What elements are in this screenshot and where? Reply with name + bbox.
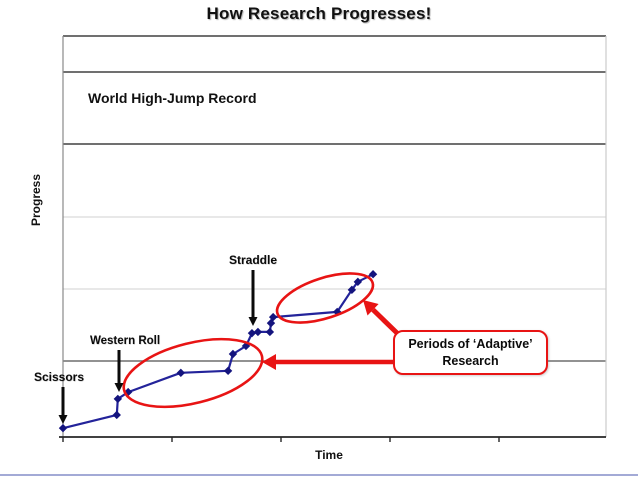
annotation-scissors: Scissors [33,370,85,384]
data-point-marker [347,285,357,295]
chart-subtitle: World High-Jump Record [88,90,257,106]
data-point-marker [58,423,68,433]
data-point-marker [223,366,233,376]
technique-arrow-head [58,415,68,424]
data-point-marker [265,327,275,337]
callout-arrow-shaft [371,307,399,335]
data-point-marker [353,277,363,287]
x-axis-label: Time [315,448,343,462]
data-point-marker [368,269,378,279]
data-point-marker [176,368,186,378]
data-point-marker [268,312,278,322]
slide-footer-divider [0,474,638,476]
data-point-marker [247,328,257,338]
data-point-marker [253,327,263,337]
technique-arrow-head [248,317,258,326]
y-axis-label: Progress [29,173,43,227]
data-point-marker [112,410,121,420]
annotation-straddle: Straddle [228,253,278,267]
adaptive-period-ellipse [122,337,264,409]
technique-arrow-head [114,383,124,392]
page-title: How Research Progresses! [206,4,432,23]
callout-arrow-head [363,300,379,316]
adaptive-research-callout: Periods of ‘Adaptive’ Research [393,330,548,375]
record-line [62,273,374,430]
callout-line-2: Research [442,353,499,368]
data-point-marker [113,394,123,404]
adaptive-period-ellipse [275,272,375,324]
annotation-western-roll: Western Roll [89,335,161,347]
data-point-marker [228,349,238,359]
callout-line-1: Periods of ‘Adaptive’ [408,336,533,351]
callout-arrow-head [262,354,276,370]
